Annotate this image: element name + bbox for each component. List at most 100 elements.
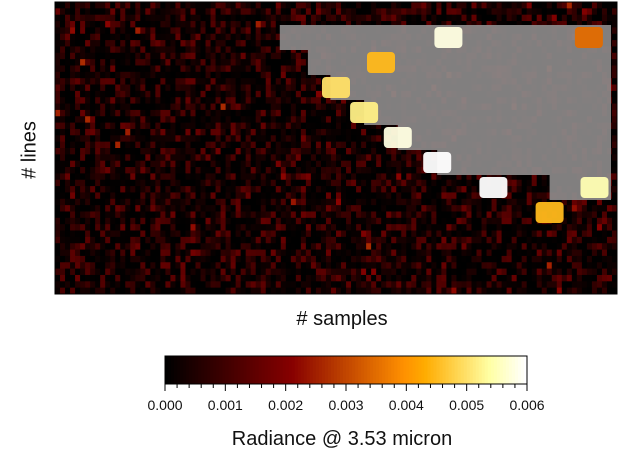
heatmap-cell: [576, 8, 583, 16]
heatmap-cell: [416, 243, 422, 250]
heatmap-cell: [275, 46, 282, 54]
heatmap-cell: [506, 179, 513, 187]
heatmap-cell: [165, 154, 171, 162]
heatmap-cell: [150, 116, 156, 124]
heatmap-cell: [180, 40, 186, 47]
heatmap-cell: [250, 109, 257, 117]
heatmap-cell: [135, 2, 141, 9]
heatmap-cell: [381, 268, 387, 276]
heatmap-cell: [220, 179, 227, 187]
heatmap-cell: [150, 21, 156, 28]
heatmap-cell: [341, 116, 347, 124]
heatmap-cell: [85, 59, 91, 66]
heatmap-cell: [110, 8, 116, 16]
heatmap-cell: [200, 59, 206, 66]
heatmap-cell: [150, 236, 156, 244]
heatmap-cell: [260, 84, 267, 92]
heatmap-cell: [561, 249, 568, 257]
heatmap-cell: [341, 148, 347, 155]
heatmap-cell: [270, 281, 277, 289]
heatmap-cell: [210, 236, 216, 244]
heatmap-cell: [315, 249, 322, 257]
heatmap-cell: [396, 148, 402, 155]
heatmap-cell: [421, 205, 427, 212]
heatmap-cell: [320, 122, 327, 130]
heatmap-cell: [551, 8, 558, 16]
heatmap-cell: [325, 109, 332, 117]
heatmap-cell: [115, 103, 121, 111]
heatmap-cell: [361, 249, 367, 257]
heatmap-cell: [170, 90, 176, 98]
heatmap-cell: [90, 230, 96, 238]
heatmap-cell: [516, 274, 523, 282]
heatmap-cell: [225, 40, 232, 47]
heatmap-cell: [536, 224, 543, 231]
heatmap-cell: [180, 262, 186, 270]
heatmap-cell: [235, 148, 242, 155]
heatmap-cell: [481, 14, 487, 22]
heatmap-cell: [130, 90, 136, 98]
heatmap-cell: [461, 186, 467, 193]
heatmap-cell: [381, 14, 387, 22]
heatmap-cell: [160, 211, 166, 219]
heatmap-cell: [105, 148, 111, 155]
heatmap-cell: [145, 243, 151, 250]
heatmap-cell: [285, 78, 292, 85]
heatmap-cell: [466, 192, 472, 200]
heatmap-cell: [506, 236, 513, 244]
heatmap-cell: [260, 230, 267, 238]
heatmap-cell: [551, 268, 558, 276]
heatmap-cell: [225, 179, 232, 187]
heatmap-cell: [140, 116, 146, 124]
heatmap-cell: [486, 255, 492, 263]
heatmap-cell: [325, 255, 332, 263]
heatmap-cell: [336, 230, 342, 238]
heatmap-cell: [95, 135, 101, 143]
heatmap-cell: [300, 230, 307, 238]
heatmap-cell: [546, 21, 553, 28]
heatmap-cell: [270, 128, 277, 136]
heatmap-cell: [165, 71, 171, 79]
heatmap-cell: [180, 167, 186, 174]
heatmap-cell: [255, 122, 262, 130]
heatmap-cell: [135, 268, 141, 276]
heatmap-cell: [315, 84, 322, 92]
heatmap-cell: [476, 274, 482, 282]
heatmap-cell: [225, 71, 232, 79]
heatmap-cell: [85, 173, 91, 181]
heatmap-cell: [175, 71, 181, 79]
heatmap-cell: [336, 192, 342, 200]
heatmap-cell: [376, 186, 382, 193]
heatmap-cell: [330, 167, 337, 174]
heatmap-cell: [85, 128, 91, 136]
heatmap-cell: [80, 274, 86, 282]
heatmap-cell: [110, 59, 116, 66]
heatmap-cell: [466, 173, 472, 181]
heatmap-cell: [80, 255, 86, 263]
heatmap-cell: [351, 141, 357, 149]
heatmap-cell: [175, 8, 181, 16]
heatmap-cell: [95, 2, 101, 9]
heatmap-cell: [275, 84, 282, 92]
heatmap-cell: [55, 243, 61, 250]
heatmap-cell: [571, 249, 578, 257]
heatmap-cell: [135, 33, 141, 41]
heatmap-cell: [165, 21, 171, 28]
heatmap-cell: [361, 236, 367, 244]
heatmap-cell: [305, 128, 312, 136]
heatmap-cell: [250, 224, 257, 231]
heatmap-cell: [115, 205, 121, 212]
heatmap-cell: [531, 2, 538, 9]
heatmap-cell: [160, 205, 166, 212]
heatmap-cell: [110, 116, 116, 124]
heatmap-cell: [210, 52, 216, 60]
heatmap-cell: [290, 230, 297, 238]
heatmap-cell: [160, 192, 166, 200]
heatmap-cell: [436, 14, 442, 22]
heatmap-cell: [330, 109, 337, 117]
heatmap-cell: [225, 116, 232, 124]
heatmap-cell: [270, 148, 277, 155]
heatmap-cell: [556, 268, 563, 276]
heatmap-cell: [336, 262, 342, 270]
heatmap-cell: [250, 135, 257, 143]
